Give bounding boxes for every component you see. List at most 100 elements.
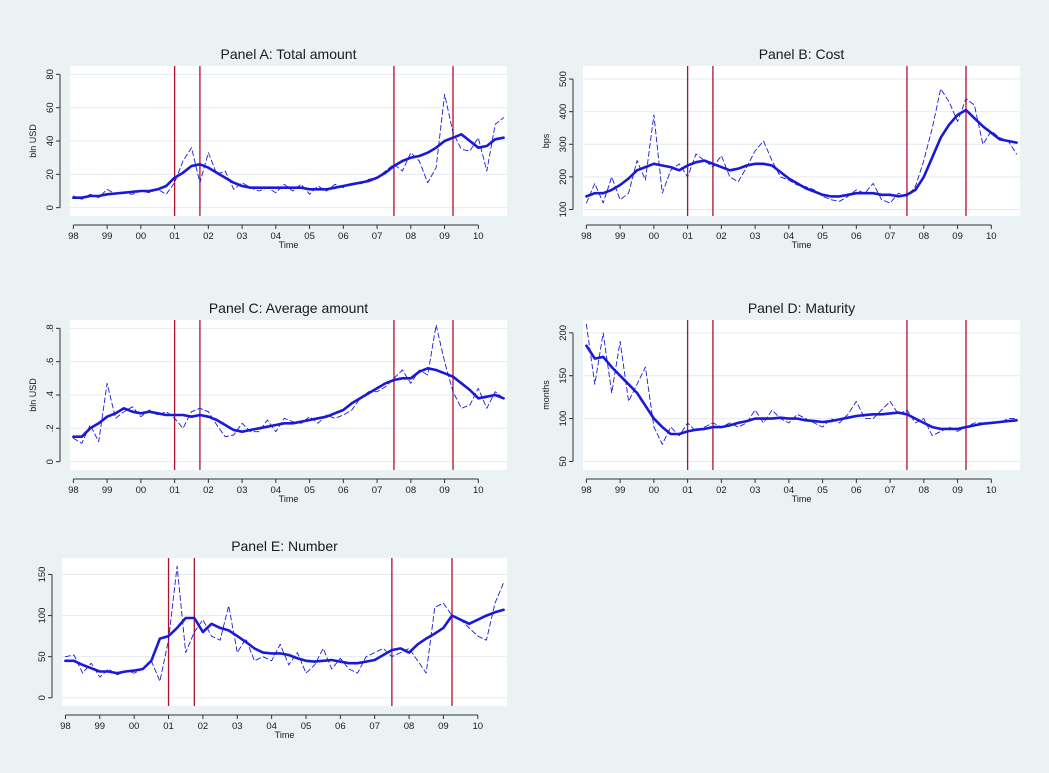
panel-title: Panel D: Maturity (748, 300, 855, 316)
y-tick-label: .8 (45, 324, 56, 332)
x-tick-label: 00 (129, 721, 140, 732)
y-tick-label: 20 (45, 169, 56, 180)
x-tick-label: 08 (406, 231, 417, 242)
x-tick-label: 01 (169, 485, 180, 496)
x-tick-label: 99 (102, 231, 113, 242)
y-tick-label: 60 (45, 102, 56, 113)
series-line-dashed (64, 565, 505, 682)
plot-area (62, 558, 507, 706)
panel-d: Panel D: Maturity 50 100 150 200 months 98 99 00… (541, 300, 1020, 504)
x-tick-label: 09 (439, 485, 450, 496)
y-tick-label: 50 (558, 456, 569, 467)
y-tick-label: 40 (45, 136, 56, 147)
x-tick-label: 08 (406, 485, 417, 496)
panel-b: Panel B: Cost 100 200 300 400 500 bps 98 99 00 01 0… (541, 46, 1020, 250)
x-tick-label: 06 (338, 231, 349, 242)
x-tick-label: 00 (649, 485, 660, 496)
x-axis-title: Time (279, 240, 299, 250)
y-tick-label: 500 (558, 71, 569, 87)
x-tick-label: 07 (372, 231, 383, 242)
x-tick-label: 05 (817, 231, 828, 242)
y-tick-label: 100 (37, 608, 48, 624)
x-tick-label: 02 (198, 721, 209, 732)
y-tick-label: .6 (45, 358, 56, 366)
x-tick-label: 03 (232, 721, 243, 732)
x-axis-title: Time (792, 240, 812, 250)
x-tick-label: 01 (169, 231, 180, 242)
x-tick-label: 08 (919, 231, 930, 242)
panel-c: Panel C: Average amount 0 .2 .4 .6 .8 bln USD 9… (28, 300, 507, 504)
x-tick-label: 07 (372, 485, 383, 496)
x-tick-label: 10 (473, 721, 484, 732)
x-tick-label: 07 (369, 721, 380, 732)
y-tick-label: .4 (45, 391, 56, 399)
x-tick-label: 09 (438, 721, 449, 732)
panel-e: Panel E: Number 0 50 100 150 98 99 00 01 02 03 04 05… (37, 538, 507, 740)
x-tick-label: 98 (60, 721, 71, 732)
plot-area (583, 320, 1020, 470)
y-tick-label: 300 (558, 136, 569, 152)
series-line-solid (64, 608, 505, 675)
x-tick-label: 04 (784, 231, 795, 242)
x-tick-label: 98 (581, 485, 592, 496)
panel-title: Panel E: Number (231, 538, 338, 554)
x-tick-label: 99 (95, 721, 106, 732)
x-axis-title: Time (792, 494, 812, 504)
x-tick-label: 04 (784, 485, 795, 496)
y-axis-title: bps (541, 133, 551, 148)
x-axis-title: Time (279, 494, 299, 504)
x-tick-label: 00 (649, 231, 660, 242)
y-tick-label: .2 (45, 424, 56, 432)
x-tick-label: 98 (68, 231, 79, 242)
y-tick-label: 0 (45, 205, 56, 210)
x-tick-label: 10 (986, 231, 997, 242)
y-tick-label: 150 (37, 567, 48, 583)
x-tick-label: 10 (473, 231, 484, 242)
x-tick-label: 99 (102, 485, 113, 496)
x-tick-label: 03 (750, 231, 761, 242)
x-axis-title: Time (275, 730, 295, 740)
x-tick-label: 06 (335, 721, 346, 732)
x-tick-label: 04 (271, 231, 282, 242)
x-tick-label: 98 (68, 485, 79, 496)
y-tick-label: 200 (558, 169, 569, 185)
panel-title: Panel B: Cost (759, 46, 845, 62)
series-line-solid (72, 366, 505, 439)
y-axis-title: months (541, 380, 551, 410)
x-tick-label: 01 (682, 231, 693, 242)
x-tick-label: 04 (266, 721, 277, 732)
x-tick-label: 08 (404, 721, 415, 732)
x-tick-label: 02 (716, 231, 727, 242)
x-tick-label: 10 (986, 485, 997, 496)
x-tick-label: 09 (952, 485, 963, 496)
series-line-solid (585, 344, 1018, 436)
x-tick-label: 09 (439, 231, 450, 242)
x-tick-label: 01 (163, 721, 174, 732)
x-tick-label: 06 (851, 231, 862, 242)
x-tick-label: 10 (473, 485, 484, 496)
y-tick-label: 400 (558, 104, 569, 120)
x-tick-label: 99 (615, 485, 626, 496)
y-tick-label: 0 (37, 695, 48, 700)
y-tick-label: 50 (37, 651, 48, 662)
x-tick-label: 00 (136, 231, 147, 242)
plot-area (583, 66, 1020, 216)
x-tick-label: 05 (817, 485, 828, 496)
x-tick-label: 08 (919, 485, 930, 496)
y-axis-title: bln USD (28, 124, 38, 158)
panel-title: Panel A: Total amount (221, 46, 357, 62)
x-tick-label: 05 (301, 721, 312, 732)
series-line-solid (72, 133, 505, 199)
y-axis-title: bln USD (28, 378, 38, 412)
x-tick-label: 99 (615, 231, 626, 242)
y-tick-label: 150 (558, 368, 569, 384)
x-tick-label: 02 (203, 231, 214, 242)
y-tick-label: 80 (45, 69, 56, 80)
y-tick-label: 0 (45, 459, 56, 464)
series-line-solid (585, 108, 1018, 198)
y-tick-label: 100 (558, 202, 569, 218)
panel-title: Panel C: Average amount (209, 300, 368, 316)
x-tick-label: 02 (716, 485, 727, 496)
